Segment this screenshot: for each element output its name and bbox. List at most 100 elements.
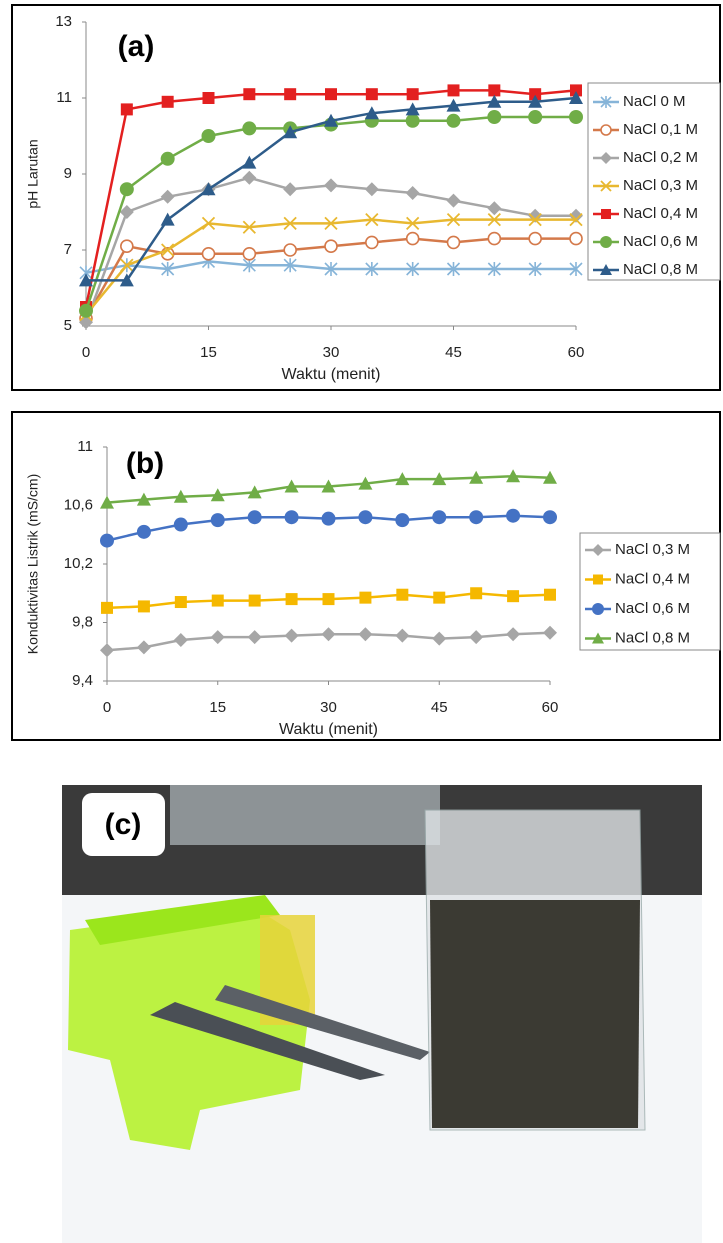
x-tick-label: 15 bbox=[209, 699, 226, 716]
y-axis-title: Konduktivitas Listrik (mS/cm) bbox=[25, 474, 41, 654]
legend-label: NaCl 0,4 M bbox=[615, 570, 690, 587]
photo: (c) bbox=[62, 785, 702, 1243]
marker bbox=[175, 596, 187, 608]
x-tick-label: 60 bbox=[542, 699, 559, 716]
marker bbox=[396, 589, 408, 601]
y-tick-label: 13 bbox=[55, 13, 72, 30]
marker bbox=[79, 304, 93, 318]
marker bbox=[448, 84, 460, 96]
marker bbox=[137, 525, 151, 539]
y-tick-label: 7 bbox=[64, 241, 72, 258]
marker bbox=[174, 518, 188, 532]
marker bbox=[243, 88, 255, 100]
photo-equipment bbox=[170, 785, 440, 845]
marker bbox=[242, 121, 256, 135]
marker bbox=[593, 575, 603, 585]
marker bbox=[101, 602, 113, 614]
marker bbox=[121, 240, 133, 252]
marker bbox=[592, 603, 604, 615]
marker bbox=[325, 88, 337, 100]
y-tick-label: 5 bbox=[64, 317, 72, 334]
marker bbox=[448, 236, 460, 248]
marker bbox=[322, 512, 336, 526]
marker bbox=[470, 587, 482, 599]
y-tick-label: 10,2 bbox=[64, 555, 93, 572]
legend-label: NaCl 0,1 M bbox=[623, 121, 698, 138]
marker bbox=[570, 233, 582, 245]
marker bbox=[121, 103, 133, 115]
x-tick-label: 45 bbox=[445, 344, 462, 361]
marker bbox=[600, 236, 612, 248]
legend-label: NaCl 0,4 M bbox=[623, 205, 698, 222]
marker bbox=[433, 592, 445, 604]
marker bbox=[569, 110, 583, 124]
marker bbox=[211, 513, 225, 527]
x-axis-title: Waktu (menit) bbox=[279, 721, 378, 738]
marker bbox=[601, 209, 611, 219]
legend-label: NaCl 0,6 M bbox=[615, 600, 690, 617]
marker bbox=[529, 233, 541, 245]
marker bbox=[506, 509, 520, 523]
legend-label: NaCl 0,3 M bbox=[615, 541, 690, 558]
marker bbox=[366, 88, 378, 100]
y-tick-label: 11 bbox=[56, 89, 72, 106]
marker bbox=[284, 244, 296, 256]
y-tick-label: 9,8 bbox=[72, 613, 93, 630]
marker bbox=[407, 88, 419, 100]
marker bbox=[249, 595, 261, 607]
marker bbox=[284, 88, 296, 100]
marker bbox=[243, 248, 255, 260]
y-tick-label: 10,6 bbox=[64, 496, 93, 513]
marker bbox=[359, 592, 371, 604]
marker bbox=[488, 84, 500, 96]
marker bbox=[248, 510, 262, 524]
marker bbox=[487, 110, 501, 124]
legend-label: NaCl 0,8 M bbox=[623, 261, 698, 278]
marker bbox=[543, 510, 557, 524]
legend-label: NaCl 0,8 M bbox=[615, 629, 690, 646]
x-axis-title: Waktu (menit) bbox=[282, 366, 381, 383]
marker bbox=[406, 114, 420, 128]
panel-label: (b) bbox=[126, 447, 164, 480]
panel-label: (c) bbox=[105, 808, 142, 841]
y-tick-label: 9 bbox=[64, 165, 72, 182]
figure-canvas: 5 7 9 11 13 0 15 30 45 60 Waktu (menit) pH Larutan (… bbox=[0, 0, 723, 1243]
marker bbox=[432, 510, 446, 524]
marker bbox=[203, 92, 215, 104]
legend-label: NaCl 0,3 M bbox=[623, 177, 698, 194]
marker bbox=[161, 152, 175, 166]
marker bbox=[601, 125, 611, 135]
marker bbox=[286, 593, 298, 605]
legend-label: NaCl 0,6 M bbox=[623, 233, 698, 250]
marker bbox=[285, 510, 299, 524]
x-tick-label: 30 bbox=[320, 699, 337, 716]
marker bbox=[366, 236, 378, 248]
marker bbox=[358, 510, 372, 524]
legend-label: NaCl 0,2 M bbox=[623, 149, 698, 166]
marker bbox=[447, 114, 461, 128]
y-axis-title: pH Larutan bbox=[25, 139, 41, 208]
x-tick-label: 0 bbox=[103, 699, 111, 716]
marker bbox=[325, 240, 337, 252]
x-tick-label: 0 bbox=[82, 344, 90, 361]
x-tick-label: 30 bbox=[323, 344, 340, 361]
marker bbox=[138, 600, 150, 612]
panel-label: (a) bbox=[118, 30, 155, 63]
marker bbox=[469, 510, 483, 524]
photo-beaker-liquid bbox=[430, 900, 640, 1128]
legend-label: NaCl 0 M bbox=[623, 93, 686, 110]
y-tick-label: 9,4 bbox=[72, 672, 93, 689]
marker bbox=[203, 248, 215, 260]
figure: 5 7 9 11 13 0 15 30 45 60 Waktu (menit) pH Larutan (… bbox=[0, 0, 723, 1243]
marker bbox=[323, 593, 335, 605]
marker bbox=[528, 110, 542, 124]
y-tick-label: 11 bbox=[77, 438, 93, 455]
marker bbox=[544, 589, 556, 601]
x-tick-label: 15 bbox=[200, 344, 217, 361]
marker bbox=[100, 534, 114, 548]
marker bbox=[407, 233, 419, 245]
marker bbox=[395, 513, 409, 527]
marker bbox=[120, 182, 134, 196]
